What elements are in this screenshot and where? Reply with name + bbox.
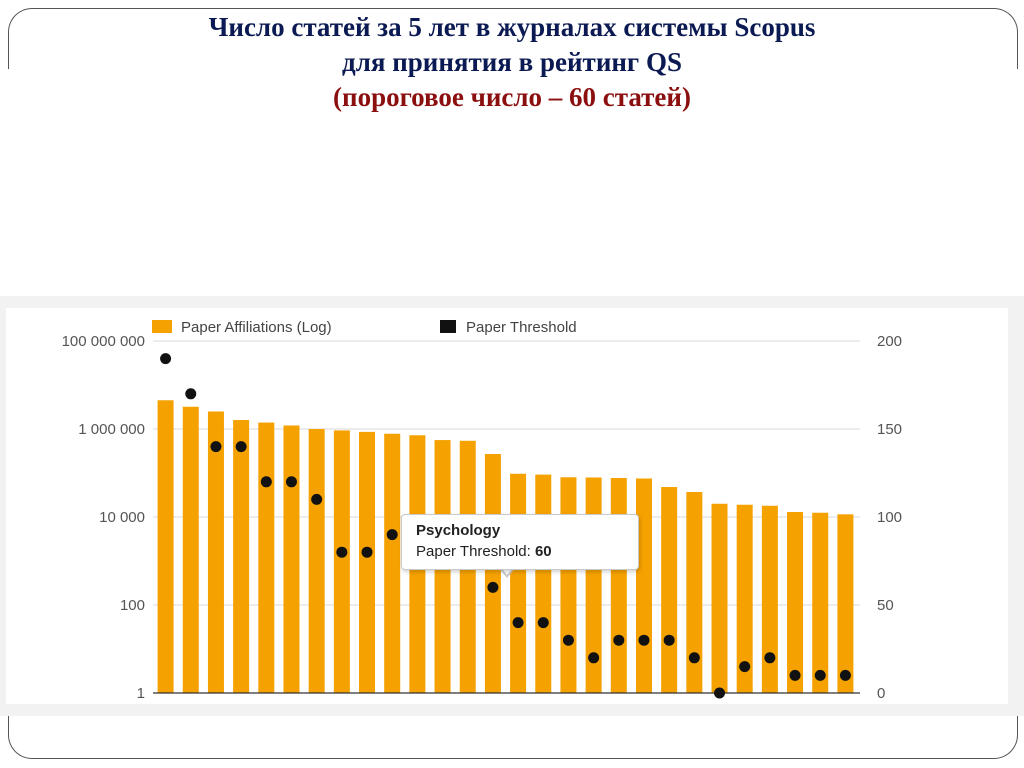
- y-right-tick-label: 50: [877, 597, 894, 614]
- y-left-tick-label: 1 000 000: [78, 421, 145, 438]
- point-threshold: [613, 634, 625, 646]
- tooltip-value: 60: [534, 543, 552, 560]
- y-right-tick-label: 100: [877, 509, 902, 526]
- bar-affiliations: [686, 491, 703, 693]
- chart-svg: 1 100 10 000 1 000 000 100 000 000 0 50 100 150 2…: [62, 319, 902, 702]
- tooltip-arrow-fill: [500, 566, 514, 575]
- bar-affiliations: [510, 473, 527, 693]
- bar-affiliations: [812, 512, 829, 693]
- slide-frame-top: [8, 8, 1018, 69]
- bar-affiliations: [258, 422, 275, 693]
- y-right-tick-label: 0: [877, 685, 885, 702]
- bar-affiliations: [761, 505, 778, 693]
- point-threshold: [789, 669, 801, 681]
- y-right-tick-label: 200: [877, 333, 902, 350]
- bar-affiliations: [736, 504, 753, 693]
- point-threshold: [638, 634, 650, 646]
- point-threshold: [361, 546, 373, 558]
- point-threshold: [386, 529, 398, 541]
- bar-affiliations: [837, 514, 854, 693]
- bar-affiliations: [333, 430, 350, 693]
- bar-affiliations: [661, 487, 678, 693]
- bar-affiliations: [308, 429, 325, 693]
- point-threshold: [260, 476, 272, 488]
- legend-swatch-affiliations: [152, 320, 172, 333]
- tooltip-category: Psychology: [416, 522, 501, 539]
- title-line-2: для принятия в рейтинг QS: [342, 47, 682, 77]
- bar-affiliations: [610, 477, 627, 693]
- y-left-tick-label: 100 000 000: [62, 333, 145, 350]
- point-threshold: [562, 634, 574, 646]
- point-threshold: [235, 441, 247, 453]
- tooltip-label: Paper Threshold:: [416, 543, 531, 560]
- point-threshold: [839, 669, 851, 681]
- slide-frame-bottom: [8, 714, 1018, 759]
- point-threshold: [588, 652, 600, 664]
- y-left-tick-label: 100: [120, 597, 145, 614]
- bar-affiliations: [157, 400, 174, 693]
- legend-swatch-threshold: [440, 320, 456, 333]
- point-threshold: [688, 652, 700, 664]
- point-threshold: [739, 661, 751, 673]
- point-threshold: [160, 353, 172, 365]
- point-threshold: [210, 441, 222, 453]
- bar-affiliations: [711, 503, 728, 693]
- bar-affiliations: [787, 511, 804, 693]
- bar-affiliations: [233, 420, 250, 693]
- point-threshold: [764, 652, 776, 664]
- point-threshold: [663, 634, 675, 646]
- point-threshold: [285, 476, 297, 488]
- point-threshold: [512, 617, 524, 629]
- legend-label-threshold: Paper Threshold: [466, 319, 577, 336]
- point-threshold: [537, 617, 549, 629]
- y-left-tick-label: 1: [137, 685, 145, 702]
- bar-affiliations: [359, 431, 376, 693]
- bar-affiliations: [535, 474, 552, 693]
- y-left-tick-label: 10 000: [99, 509, 145, 526]
- slide-title: Число статей за 5 лет в журналах системы…: [0, 10, 1024, 115]
- title-line-3: (пороговое число – 60 статей): [333, 82, 691, 112]
- bar-affiliations: [207, 411, 224, 693]
- bar-affiliations: [484, 454, 501, 693]
- point-threshold: [336, 546, 348, 558]
- bar-affiliations: [283, 425, 300, 693]
- bar-affiliations: [182, 406, 199, 693]
- y-right-tick-label: 150: [877, 421, 902, 438]
- tooltip-body: Paper Threshold: 60: [416, 543, 552, 560]
- legend-label-affiliations: Paper Affiliations (Log): [181, 319, 332, 336]
- bar-affiliations: [384, 433, 401, 693]
- title-line-1: Число статей за 5 лет в журналах системы…: [208, 12, 816, 42]
- point-threshold: [311, 493, 323, 505]
- point-threshold: [714, 687, 726, 699]
- bar-affiliations: [635, 478, 652, 693]
- bar-affiliations: [560, 477, 577, 693]
- point-threshold: [487, 581, 499, 593]
- point-threshold: [814, 669, 826, 681]
- chart-tooltip: Psychology Paper Threshold: 60: [401, 514, 639, 570]
- point-threshold: [185, 388, 197, 400]
